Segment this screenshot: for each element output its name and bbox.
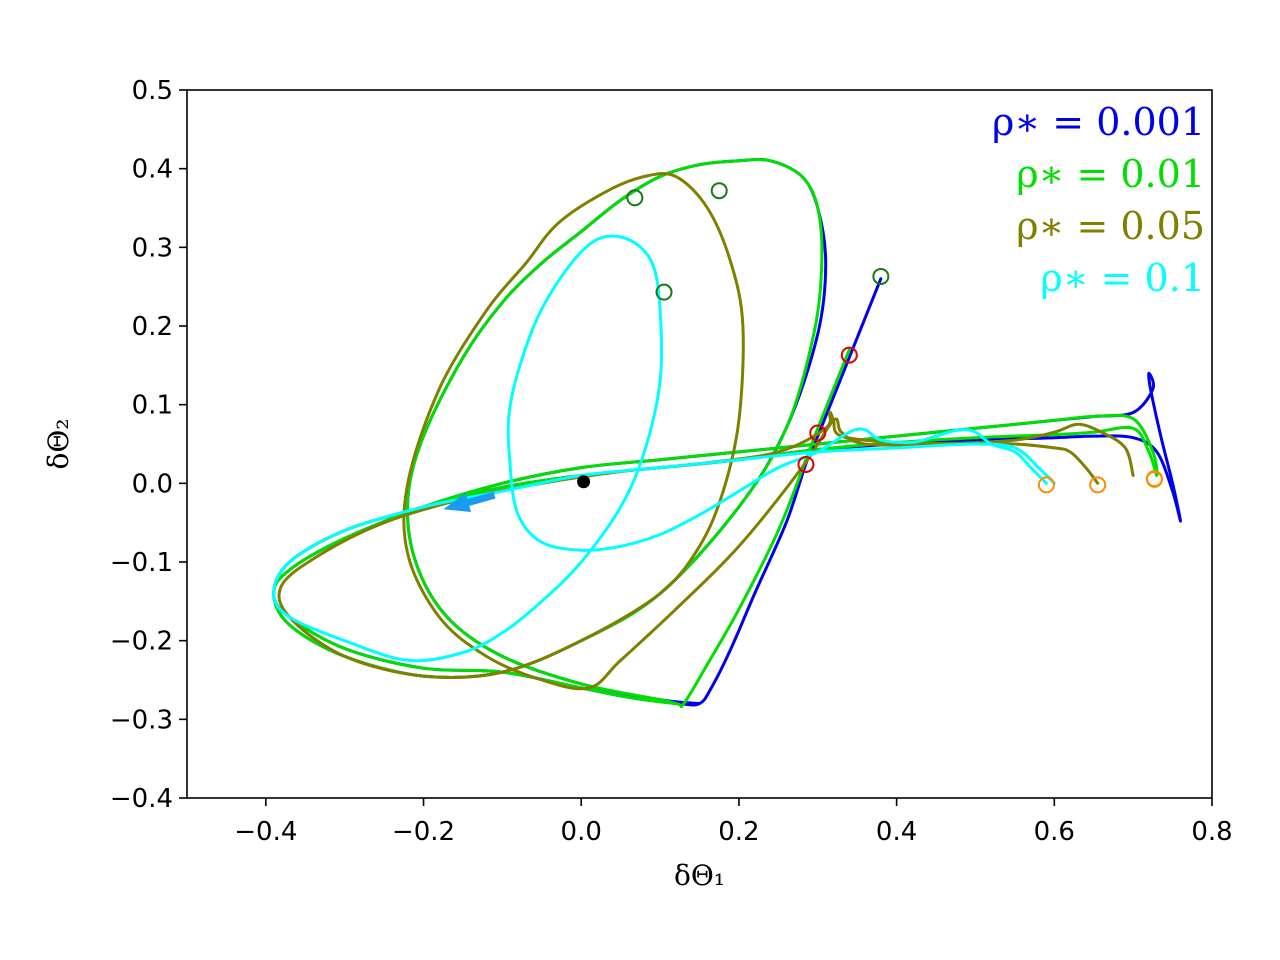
axes: −0.4 −0.2 0.0 0.2 0.4 0.6 0.8 −0.4 −0.3 −0.2 −0.1 0… — [42, 76, 1233, 892]
marker-1-0 — [840, 346, 858, 364]
legend: ρ∗ = 0.001 ρ∗ = 0.01 ρ∗ = 0.05 ρ∗ = 0.1 — [992, 100, 1205, 300]
series-line-2 — [277, 172, 1135, 691]
y-tick-label: −0.4 — [110, 784, 173, 814]
y-axis-label: δΘ₂ — [42, 418, 75, 469]
y-tick-label: −0.1 — [110, 548, 173, 578]
y-tick-label: −0.2 — [110, 627, 173, 657]
series-line-3 — [272, 234, 1056, 663]
x-tick-label: −0.2 — [392, 817, 455, 847]
y-tick-label: 0.4 — [132, 155, 173, 185]
direction-arrow-head — [443, 492, 471, 512]
y-tick-label: −0.3 — [110, 705, 173, 735]
x-tick-label: 0.6 — [1034, 817, 1075, 847]
legend-entry-2: ρ∗ = 0.05 — [1016, 204, 1205, 248]
marker-0-0 — [872, 267, 890, 285]
fixed-point — [577, 475, 591, 489]
marker-0-1 — [797, 455, 815, 473]
y-tick-label: 0.3 — [132, 233, 173, 263]
legend-entry-1: ρ∗ = 0.01 — [1016, 152, 1205, 196]
legend-entry-0: ρ∗ = 0.001 — [992, 100, 1205, 144]
y-tick-label: 0.1 — [132, 391, 173, 421]
x-tick-label: 0.4 — [876, 817, 917, 847]
x-tick-label: 0.0 — [561, 817, 602, 847]
y-tick-label: 0.5 — [132, 76, 173, 106]
x-tick-label: −0.4 — [234, 817, 297, 847]
marker-1-1 — [809, 424, 827, 442]
y-tick-label: 0.2 — [132, 312, 173, 342]
marker-1-2 — [1145, 470, 1163, 488]
y-tick-label: 0.0 — [132, 469, 173, 499]
x-tick-label: 0.2 — [718, 817, 759, 847]
series-line-1 — [272, 157, 1159, 709]
x-axis-label: δΘ₁ — [674, 859, 725, 892]
marker-2-0 — [1089, 476, 1107, 494]
axes-frame — [186, 89, 1213, 799]
marker-2-1 — [626, 189, 644, 207]
series-group — [272, 157, 1182, 709]
x-tick-label: 0.8 — [1191, 817, 1232, 847]
marker-2-2 — [710, 182, 728, 200]
marker-3-0 — [1037, 476, 1055, 494]
plot-area — [272, 157, 1182, 709]
marker-3-1 — [655, 283, 673, 301]
legend-entry-3: ρ∗ = 0.1 — [1040, 256, 1205, 300]
